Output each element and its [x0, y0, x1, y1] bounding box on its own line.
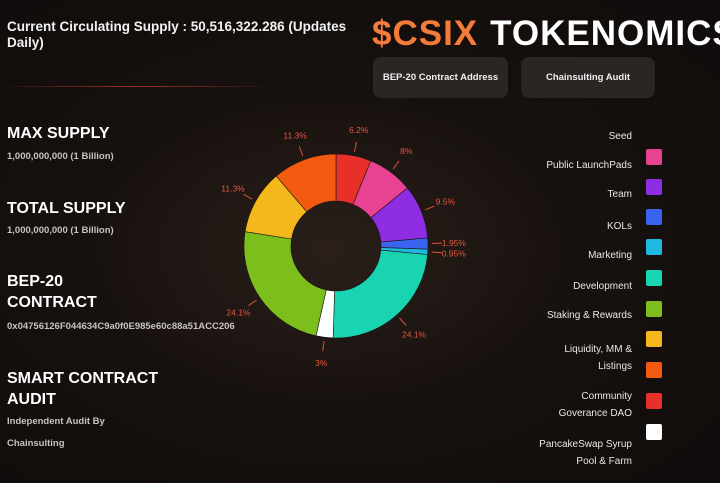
legend-label: PancakeSwap Syrup Pool & Farm [539, 436, 632, 470]
legend-swatch [646, 270, 662, 286]
legend-label: Liquidity, MM & Listings [564, 341, 632, 375]
callout-line [248, 299, 257, 307]
slice-label: 11.3% [221, 183, 245, 193]
brand-title: $CSIX TOKENOMICS [372, 14, 720, 54]
brand-ticker: $CSIX [372, 14, 479, 53]
legend-swatch [646, 239, 662, 255]
legend-swatch [646, 149, 662, 165]
callout-line [354, 141, 357, 152]
total-supply-value: 1,000,000,000 (1 Billion) [7, 225, 114, 236]
legend-label-line: Liquidity, MM & [564, 344, 632, 355]
legend-swatch [646, 424, 662, 440]
callout-line [431, 251, 442, 254]
callout-line [392, 160, 400, 170]
max-supply-value: 1,000,000,000 (1 Billion) [7, 151, 114, 162]
legend-swatch [646, 179, 662, 195]
slice-label: 24.1% [226, 307, 251, 317]
legend-label: Seed [608, 131, 632, 142]
legend-swatch [646, 362, 662, 378]
legend-label-line: Listings [598, 361, 632, 372]
brand-word: TOKENOMICS [490, 14, 720, 53]
circulating-supply-text: Current Circulating Supply : 50,516,322.… [7, 19, 347, 50]
slice-label: 9.5% [436, 197, 456, 207]
max-supply-title: MAX SUPPLY [7, 125, 110, 142]
legend-swatch [646, 301, 662, 317]
donut-slice [332, 249, 428, 339]
total-supply-title: TOTAL SUPPLY [7, 200, 126, 217]
legend-swatch [646, 331, 662, 347]
slice-label: 6.2% [349, 125, 369, 135]
legend-label: Staking & Rewards [546, 310, 632, 321]
legend-swatch [646, 393, 662, 409]
audit-button[interactable]: Chainsulting Audit [521, 57, 655, 98]
callout-line [322, 341, 325, 352]
slice-label: 8% [400, 146, 413, 156]
contract-title-line-1: BEP-20 [7, 273, 64, 290]
contract-title-line-2: CONTRACT [7, 294, 97, 311]
legend-label-line: Goverance DAO [558, 408, 632, 419]
slice-label: 0.95% [442, 249, 467, 259]
legend-label-line: PancakeSwap Syrup [539, 439, 632, 450]
audit-title-line-2: AUDIT [7, 391, 56, 408]
callout-line [243, 193, 253, 200]
slice-label: 1.95% [442, 238, 467, 248]
callout-line [424, 205, 435, 211]
donut-slice [275, 153, 337, 213]
donut-slice [243, 231, 327, 337]
header-divider [7, 86, 262, 87]
audit-line-2: Chainsulting [7, 438, 65, 449]
legend-label: Public LaunchPads [546, 160, 632, 171]
audit-line-1: Independent Audit By [7, 416, 105, 427]
callout-line [298, 146, 304, 157]
callout-line [399, 317, 407, 326]
contract-address-value[interactable]: 0x04756126F044634C9a0f0E985e60c88a51ACC2… [7, 321, 235, 332]
slice-label: 3% [315, 358, 328, 368]
legend-label: Community Goverance DAO [559, 388, 632, 422]
legend-label: Team [607, 189, 632, 200]
legend-label-line: Pool & Farm [576, 456, 632, 467]
legend-label: Development [573, 281, 632, 292]
legend-swatch [646, 209, 662, 225]
contract-address-button[interactable]: BEP-20 Contract Address [373, 57, 508, 98]
legend-label-line: Community [581, 391, 632, 402]
legend-label: Marketing [588, 250, 632, 261]
legend-label: KOLs [606, 221, 632, 232]
slice-label: 24.1% [402, 329, 427, 339]
slice-label: 11.3% [283, 130, 307, 140]
audit-title-line-1: SMART CONTRACT [7, 370, 159, 387]
